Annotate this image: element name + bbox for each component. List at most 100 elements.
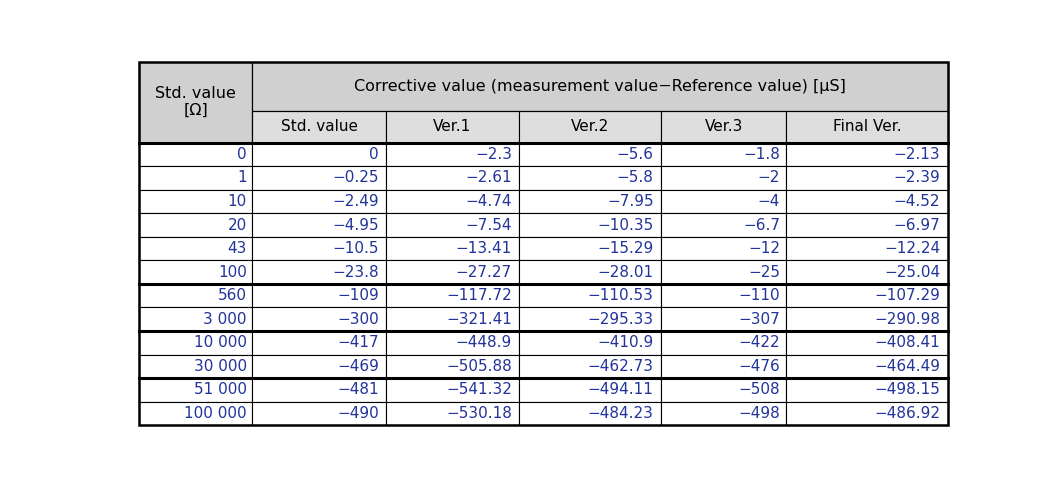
Text: −422: −422 [738,335,780,350]
Text: Corrective value (measurement value−Reference value) [μS]: Corrective value (measurement value−Refe… [354,79,847,94]
Text: −107.29: −107.29 [874,288,940,303]
Bar [385,213,519,237]
Bar [786,260,949,284]
Text: −28.01: −28.01 [597,265,654,280]
Bar [385,237,519,260]
Text: −4.52: −4.52 [893,194,940,209]
Text: −5.8: −5.8 [616,170,654,186]
Bar [253,355,385,378]
Bar [253,402,385,425]
Text: −530.18: −530.18 [446,406,512,421]
Bar [139,355,253,378]
Bar [385,284,519,308]
Bar [139,237,253,260]
Bar [519,402,661,425]
Bar [385,402,519,425]
Text: −417: −417 [337,335,379,350]
Bar [661,166,786,189]
Text: −448.9: −448.9 [455,335,512,350]
Bar [786,143,949,166]
Bar [139,260,253,284]
Text: −410.9: −410.9 [597,335,654,350]
Bar [253,111,385,143]
Bar [661,355,786,378]
Bar [661,260,786,284]
Bar [253,237,385,260]
Text: Ver.3: Ver.3 [705,120,743,134]
Text: 1: 1 [238,170,247,186]
Bar [661,237,786,260]
Text: −27.27: −27.27 [456,265,512,280]
Text: −505.88: −505.88 [447,359,512,374]
Bar [661,111,786,143]
Text: −25: −25 [748,265,780,280]
Text: −6.97: −6.97 [893,217,940,232]
Text: −508: −508 [738,382,780,398]
Text: Std. value: Std. value [280,120,358,134]
Text: −541.32: −541.32 [446,382,512,398]
Bar [253,331,385,355]
Bar [385,143,519,166]
Bar [253,62,949,111]
Text: Final Ver.: Final Ver. [833,120,902,134]
Bar [661,331,786,355]
Text: −2.49: −2.49 [332,194,379,209]
Text: −2.3: −2.3 [475,147,512,162]
Bar [253,143,385,166]
Bar [786,111,949,143]
Text: −23.8: −23.8 [332,265,379,280]
Text: 3 000: 3 000 [204,312,247,327]
Text: −0.25: −0.25 [332,170,379,186]
Text: −295.33: −295.33 [588,312,654,327]
Text: −1.8: −1.8 [744,147,780,162]
Bar [253,213,385,237]
Text: 43: 43 [227,241,247,256]
Text: Ver.1: Ver.1 [433,120,471,134]
Text: −476: −476 [738,359,780,374]
Text: −498: −498 [738,406,780,421]
Bar [139,402,253,425]
Text: −109: −109 [337,288,379,303]
Text: −481: −481 [337,382,379,398]
Bar [139,143,253,166]
Text: −7.54: −7.54 [466,217,512,232]
Bar [519,143,661,166]
Text: −484.23: −484.23 [588,406,654,421]
Text: −498.15: −498.15 [874,382,940,398]
Text: −490: −490 [337,406,379,421]
Text: −4.95: −4.95 [332,217,379,232]
Bar [139,166,253,189]
Bar [519,308,661,331]
Bar [786,355,949,378]
Bar [385,355,519,378]
Text: −13.41: −13.41 [455,241,512,256]
Text: 10: 10 [227,194,247,209]
Text: −307: −307 [738,312,780,327]
Bar [661,213,786,237]
Bar [385,331,519,355]
Bar [253,308,385,331]
Text: −290.98: −290.98 [874,312,940,327]
Text: −469: −469 [337,359,379,374]
Bar [253,260,385,284]
Text: 20: 20 [227,217,247,232]
Bar [786,237,949,260]
Bar [519,166,661,189]
Text: −486.92: −486.92 [874,406,940,421]
Bar [786,402,949,425]
Bar [519,378,661,402]
Text: −7.95: −7.95 [607,194,654,209]
Text: −110.53: −110.53 [588,288,654,303]
Bar [253,378,385,402]
Text: Std. value
[Ω]: Std. value [Ω] [155,86,237,118]
Bar [661,308,786,331]
Text: −494.11: −494.11 [588,382,654,398]
Text: −110: −110 [738,288,780,303]
Text: 100: 100 [218,265,247,280]
Bar [786,213,949,237]
Bar [661,143,786,166]
Bar [519,284,661,308]
Text: −464.49: −464.49 [874,359,940,374]
Bar [519,331,661,355]
Bar [385,308,519,331]
